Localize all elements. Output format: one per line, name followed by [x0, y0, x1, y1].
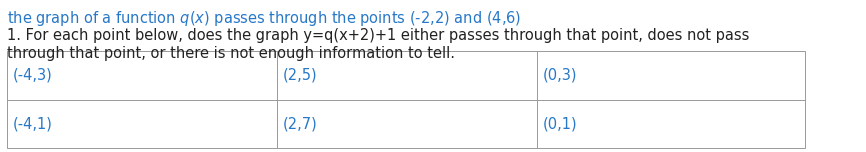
Text: the graph of a function $q(x)$ passes through the points (-2,2) and (4,6): the graph of a function $q(x)$ passes th… [7, 9, 521, 28]
Text: (0,3): (0,3) [543, 68, 578, 83]
Text: through that point, or there is not enough information to tell.: through that point, or there is not enou… [7, 46, 455, 61]
Text: (2,7): (2,7) [283, 116, 318, 131]
Text: (0,1): (0,1) [543, 116, 578, 131]
Text: 1. For each point below, does the graph y=q(x+2)+1 either passes through that po: 1. For each point below, does the graph … [7, 28, 749, 43]
Bar [7, 51, 805, 148]
Text: (-4,3): (-4,3) [13, 68, 53, 83]
Text: (-4,1): (-4,1) [13, 116, 53, 131]
Text: (2,5): (2,5) [283, 68, 318, 83]
